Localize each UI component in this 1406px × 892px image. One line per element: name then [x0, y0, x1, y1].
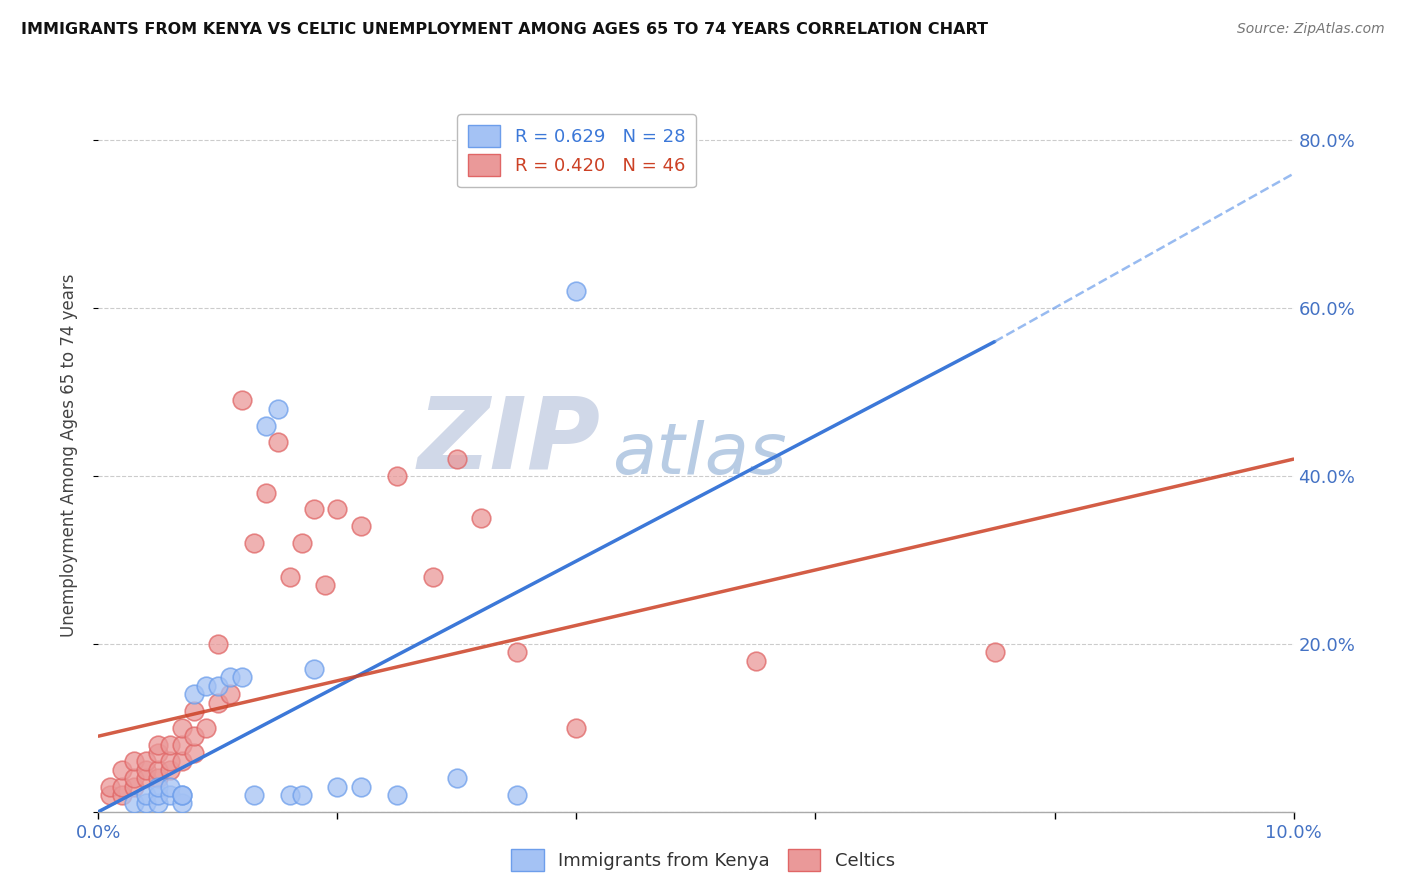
Point [446, 771, 468, 785]
Point [231, 393, 253, 408]
Point [172, 755, 194, 769]
Point [207, 637, 229, 651]
Point [984, 645, 1007, 659]
Point [254, 418, 277, 433]
Legend: Immigrants from Kenya, Celtics: Immigrants from Kenya, Celtics [503, 842, 903, 879]
Point [195, 679, 218, 693]
Point [172, 797, 194, 811]
Point [135, 797, 157, 811]
Point [124, 771, 146, 785]
Point [207, 696, 229, 710]
Point [124, 797, 146, 811]
Point [159, 780, 181, 794]
Point [183, 687, 205, 701]
Point [183, 729, 205, 743]
Point [278, 569, 301, 583]
Point [745, 654, 768, 668]
Point [565, 284, 588, 298]
Text: IMMIGRANTS FROM KENYA VS CELTIC UNEMPLOYMENT AMONG AGES 65 TO 74 YEARS CORRELATI: IMMIGRANTS FROM KENYA VS CELTIC UNEMPLOY… [21, 22, 988, 37]
Point [148, 780, 170, 794]
Point [326, 780, 349, 794]
Point [183, 746, 205, 760]
Point [159, 763, 181, 777]
Point [278, 788, 301, 802]
Point [135, 755, 157, 769]
Legend: R = 0.629   N = 28, R = 0.420   N = 46: R = 0.629 N = 28, R = 0.420 N = 46 [457, 114, 696, 187]
Point [302, 662, 325, 676]
Point [148, 797, 170, 811]
Point [159, 788, 181, 802]
Point [350, 780, 373, 794]
Point [172, 721, 194, 735]
Point [159, 755, 181, 769]
Point [302, 502, 325, 516]
Point [326, 502, 349, 516]
Point [148, 771, 170, 785]
Point [111, 788, 134, 802]
Point [207, 679, 229, 693]
Point [135, 788, 157, 802]
Point [135, 771, 157, 785]
Point [148, 746, 170, 760]
Point [291, 536, 314, 550]
Point [243, 536, 266, 550]
Point [506, 645, 529, 659]
Point [350, 519, 373, 533]
Point [148, 788, 170, 802]
Point [195, 721, 218, 735]
Point [135, 763, 157, 777]
Point [172, 788, 194, 802]
Point [124, 755, 146, 769]
Text: atlas: atlas [613, 420, 787, 490]
Point [111, 780, 134, 794]
Point [100, 780, 122, 794]
Point [219, 670, 242, 684]
Point [470, 511, 492, 525]
Point [219, 687, 242, 701]
Point [506, 788, 529, 802]
Point [111, 763, 134, 777]
Point [172, 738, 194, 752]
Point [148, 738, 170, 752]
Point [422, 569, 444, 583]
Point [267, 435, 290, 450]
Point [124, 780, 146, 794]
Point [446, 452, 468, 467]
Point [385, 469, 409, 483]
Y-axis label: Unemployment Among Ages 65 to 74 years: Unemployment Among Ages 65 to 74 years [59, 273, 77, 637]
Point [172, 788, 194, 802]
Point [254, 485, 277, 500]
Text: ZIP: ZIP [418, 392, 600, 489]
Text: Source: ZipAtlas.com: Source: ZipAtlas.com [1237, 22, 1385, 37]
Point [231, 670, 253, 684]
Point [385, 788, 409, 802]
Point [267, 401, 290, 416]
Point [243, 788, 266, 802]
Point [315, 578, 337, 592]
Point [148, 763, 170, 777]
Point [183, 704, 205, 718]
Point [291, 788, 314, 802]
Point [565, 721, 588, 735]
Point [159, 738, 181, 752]
Point [100, 788, 122, 802]
